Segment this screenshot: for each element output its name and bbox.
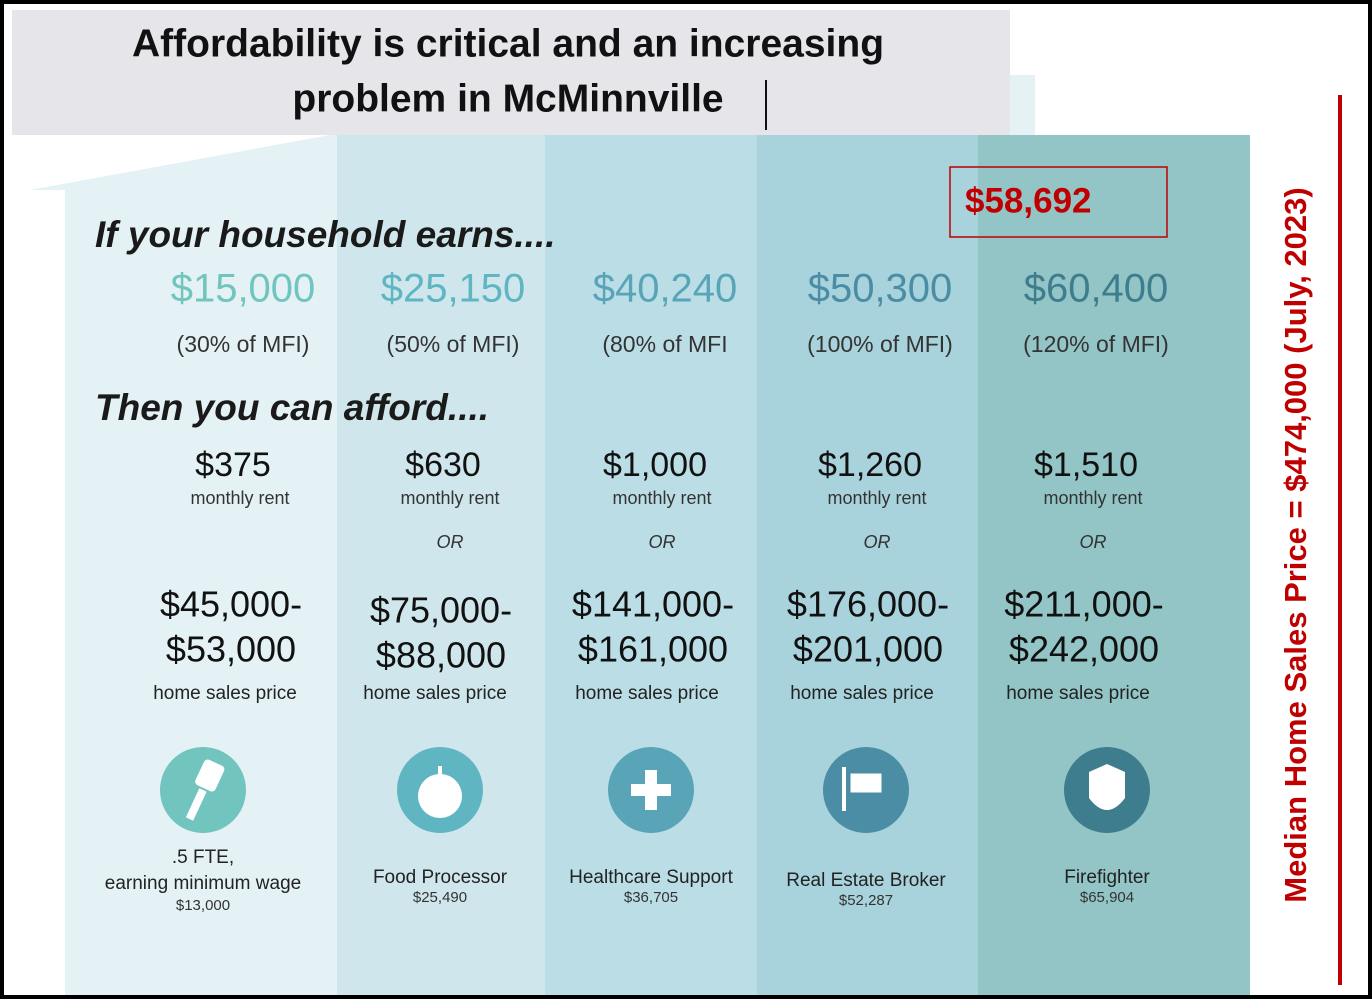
mfi: (30% of MFI) [177, 331, 310, 357]
price: $161,000 [578, 629, 728, 670]
icon-glyph [1089, 764, 1125, 810]
price: $141,000- [572, 584, 734, 625]
rent-label: monthly rent [612, 488, 711, 508]
price-label: home sales price [790, 683, 934, 704]
mfi: (120% of MFI) [1023, 331, 1169, 357]
rent-label: monthly rent [190, 488, 289, 508]
side-note: Median Home Sales Price = $474,000 (July… [1278, 187, 1313, 902]
mfi: (50% of MFI) [387, 331, 520, 357]
price: $201,000 [793, 629, 943, 670]
income: $40,240 [593, 267, 738, 311]
rent: $375 [195, 446, 271, 484]
price: $176,000- [787, 584, 949, 625]
mfi: (80% of MFI [602, 331, 727, 357]
salary: $52,287 [839, 892, 893, 909]
column-band [65, 190, 337, 995]
icon-glyph [438, 766, 442, 776]
icon-glyph [418, 774, 462, 818]
icon-glyph [195, 759, 225, 792]
price: $242,000 [1009, 629, 1159, 670]
occupation: Food Processor [373, 867, 508, 888]
or: OR [437, 532, 464, 552]
mfi: (100% of MFI) [807, 331, 953, 357]
title-box [12, 10, 1010, 135]
rent: $630 [405, 446, 481, 484]
rent-label: monthly rent [827, 488, 926, 508]
price: $88,000 [376, 635, 506, 676]
price-label: home sales price [363, 683, 507, 704]
salary: $36,705 [624, 889, 678, 906]
price: $75,000- [370, 590, 512, 631]
rent: $1,000 [603, 446, 707, 484]
icon-glyph [842, 767, 846, 811]
price-label: home sales price [575, 683, 719, 704]
or: OR [864, 532, 891, 552]
intro: Then you can afford.... [95, 387, 489, 428]
column-band [978, 135, 1250, 995]
or: OR [649, 532, 676, 552]
price-label: home sales price [1006, 683, 1150, 704]
income: $15,000 [171, 267, 316, 311]
price: $53,000 [166, 629, 296, 670]
callout: $58,692 [965, 181, 1092, 220]
rent-label: monthly rent [400, 488, 499, 508]
column-band [757, 135, 978, 995]
rent-label: monthly rent [1043, 488, 1142, 508]
price-label: home sales price [153, 683, 297, 704]
occupation: .5 FTE, [172, 847, 234, 868]
occupation: Healthcare Support [569, 867, 733, 888]
icon-glyph [847, 770, 885, 796]
price: $45,000- [160, 584, 302, 625]
occupation: Firefighter [1064, 867, 1150, 888]
rent: $1,260 [818, 446, 922, 484]
salary: $25,490 [413, 889, 467, 906]
column-band [545, 135, 757, 995]
column-band [337, 135, 545, 995]
title: Affordability is critical and an increas… [132, 22, 884, 65]
income: $50,300 [808, 267, 953, 311]
icon-glyph [631, 784, 671, 796]
callout-box [949, 166, 1168, 238]
salary: $65,904 [1080, 889, 1134, 906]
occupation: earning minimum wage [105, 873, 301, 894]
price: $211,000- [1004, 584, 1163, 625]
icon-glyph [185, 788, 207, 821]
salary: $13,000 [176, 897, 230, 914]
title: problem in McMinnville [292, 77, 723, 120]
occupation: Real Estate Broker [786, 870, 946, 891]
rent: $1,510 [1034, 446, 1138, 484]
income: $25,150 [381, 267, 526, 311]
or: OR [1080, 532, 1107, 552]
income: $60,400 [1024, 267, 1169, 311]
intro: If your household earns.... [95, 214, 556, 255]
